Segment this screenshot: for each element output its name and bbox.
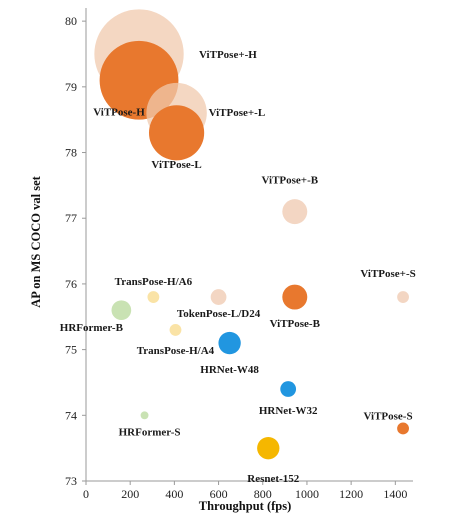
label-hrnet-w48: HRNet-W48	[200, 364, 259, 376]
x-tick-label: 800	[254, 487, 272, 501]
data-points	[94, 9, 409, 460]
point-hrformer-b	[111, 300, 132, 321]
label-transpose-h-a6: TransPose-H/A6	[115, 276, 193, 288]
y-axis-title: AP on MS COCO val set	[29, 175, 43, 307]
label-tokenpose-l-d24: TokenPose-L/D24	[177, 308, 261, 320]
point-vitpose-l	[148, 105, 205, 161]
y-tick-label: 76	[65, 277, 77, 291]
x-tick-label: 1400	[383, 487, 407, 501]
label-vitpose-b: ViTPose-B	[270, 318, 321, 330]
point-vitpose-b	[282, 284, 308, 310]
label-hrformer-b: HRFormer-B	[60, 322, 124, 334]
point-transpose-h-a6	[147, 291, 160, 303]
y-tick-label: 77	[65, 211, 77, 225]
y-tick-label: 80	[65, 14, 77, 28]
point-vitpose-s	[397, 291, 409, 303]
label-hrformer-s: HRFormer-S	[119, 426, 181, 438]
x-tick-label: 600	[210, 487, 228, 501]
x-tick-label: 1000	[295, 487, 319, 501]
axes: 0 200 400 600 800 1000 1200 1400 73 74 75 76 77 78 79 8…	[65, 8, 413, 501]
point-transpose-h-a4	[169, 323, 182, 336]
label-vitpose-h: ViTPose-H	[93, 106, 145, 118]
label-vitpose-b: ViTPose+-B	[261, 175, 318, 187]
point-hrnet-w32	[280, 381, 297, 397]
label-hrnet-w32: HRNet-W32	[259, 405, 318, 417]
y-tick-label: 75	[65, 343, 77, 357]
x-axis-title: Throughput (fps)	[199, 499, 292, 513]
label-resnet-152: Resnet-152	[247, 473, 299, 485]
label-vitpose-l: ViTPose+-L	[209, 107, 266, 119]
x-tick-label: 1200	[339, 487, 363, 501]
point-labels: ViTPose+-H ViTPose-H ViTPose+-L ViTPose-L Vi…	[60, 49, 416, 485]
label-vitpose-s: ViTPose+-S	[360, 268, 415, 280]
point-hrformer-s	[140, 411, 149, 420]
x-tick-label: 0	[83, 487, 89, 501]
y-tick-label: 79	[65, 80, 77, 94]
point-vitpose-s	[397, 422, 409, 435]
point-tokenpose-l-d24	[210, 289, 227, 305]
y-tick-label: 73	[65, 474, 77, 488]
label-transpose-h-a4: TransPose-H/A4	[137, 345, 215, 357]
x-tick-label: 400	[165, 487, 183, 501]
x-tick-label: 200	[121, 487, 139, 501]
y-tick-label: 74	[65, 408, 77, 422]
y-tick-label: 78	[65, 146, 77, 160]
label-vitpose-h: ViTPose+-H	[199, 49, 257, 61]
point-hrnet-w48	[218, 331, 241, 355]
label-vitpose-s: ViTPose-S	[364, 410, 413, 422]
point-vitpose-b	[282, 199, 308, 225]
point-resnet-152	[257, 436, 280, 460]
label-vitpose-l: ViTPose-L	[151, 159, 201, 171]
